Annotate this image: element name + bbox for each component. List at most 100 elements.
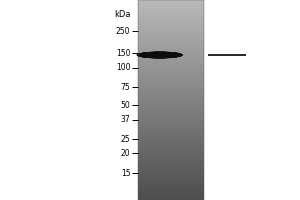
Bar (138, 182, 204, 183)
Bar (138, 40, 204, 41)
Ellipse shape (138, 52, 181, 58)
Bar (138, 103, 204, 104)
Bar (138, 187, 204, 188)
Bar (138, 65, 204, 66)
Ellipse shape (138, 52, 182, 58)
Bar (138, 170, 204, 171)
Bar (138, 84, 204, 85)
Bar (138, 26, 204, 27)
Ellipse shape (140, 53, 179, 57)
Bar (138, 58, 204, 59)
Bar (138, 113, 204, 114)
Ellipse shape (139, 53, 180, 57)
Bar (138, 186, 204, 187)
Bar (138, 117, 204, 118)
Bar (138, 43, 204, 44)
Bar (138, 95, 204, 96)
Bar (138, 3, 204, 4)
Bar (138, 38, 204, 39)
Bar (138, 42, 204, 43)
Bar (138, 122, 204, 123)
Text: 37: 37 (121, 116, 130, 124)
Bar (138, 101, 204, 102)
Text: 150: 150 (116, 48, 130, 58)
Bar (138, 48, 204, 49)
Bar (138, 177, 204, 178)
Bar (138, 138, 204, 139)
Bar (138, 89, 204, 90)
Ellipse shape (140, 53, 179, 57)
Bar (138, 179, 204, 180)
Bar (138, 66, 204, 67)
Bar (138, 192, 204, 193)
Bar (138, 109, 204, 110)
Bar (138, 30, 204, 31)
Bar (138, 164, 204, 165)
Bar (138, 110, 204, 111)
Bar (138, 142, 204, 143)
Ellipse shape (137, 52, 182, 58)
Bar (138, 28, 204, 29)
Bar (138, 155, 204, 156)
Bar (138, 90, 204, 91)
Bar (138, 5, 204, 6)
Ellipse shape (139, 53, 181, 57)
Bar (138, 136, 204, 137)
Bar (138, 92, 204, 93)
Bar (138, 112, 204, 113)
Ellipse shape (138, 52, 182, 58)
Bar (138, 141, 204, 142)
Bar (138, 153, 204, 154)
Bar (138, 162, 204, 163)
Bar (138, 57, 204, 58)
Bar (138, 145, 204, 146)
Bar (138, 15, 204, 16)
Bar (138, 62, 204, 63)
Bar (138, 100, 204, 101)
Ellipse shape (137, 52, 182, 58)
Bar (138, 152, 204, 153)
Bar (138, 7, 204, 8)
Bar (138, 158, 204, 159)
Bar (138, 44, 204, 45)
Bar (138, 163, 204, 164)
Ellipse shape (141, 53, 179, 57)
Bar (138, 193, 204, 194)
Bar (138, 171, 204, 172)
Bar (138, 197, 204, 198)
Bar (138, 124, 204, 125)
Bar (138, 195, 204, 196)
Text: 50: 50 (121, 100, 130, 110)
Bar (138, 121, 204, 122)
Bar (138, 173, 204, 174)
Bar (138, 143, 204, 144)
Bar (138, 29, 204, 30)
Bar (138, 126, 204, 127)
Bar (138, 129, 204, 130)
Bar (138, 99, 204, 100)
Ellipse shape (140, 53, 179, 57)
Bar (138, 49, 204, 50)
Bar (138, 45, 204, 46)
Ellipse shape (141, 53, 179, 57)
Bar (138, 105, 204, 106)
Bar (138, 175, 204, 176)
Bar (138, 83, 204, 84)
Bar (138, 165, 204, 166)
Ellipse shape (138, 52, 182, 58)
Bar (138, 118, 204, 119)
Bar (138, 94, 204, 95)
Bar (138, 127, 204, 128)
Bar (138, 125, 204, 126)
Ellipse shape (139, 52, 181, 58)
Bar (138, 13, 204, 14)
Bar (138, 70, 204, 71)
Bar (138, 72, 204, 73)
Bar (138, 50, 204, 51)
Bar (138, 0, 204, 200)
Bar (138, 12, 204, 13)
Bar (138, 6, 204, 7)
Bar (138, 135, 204, 136)
Text: 250: 250 (116, 26, 130, 36)
Bar (138, 0, 204, 1)
